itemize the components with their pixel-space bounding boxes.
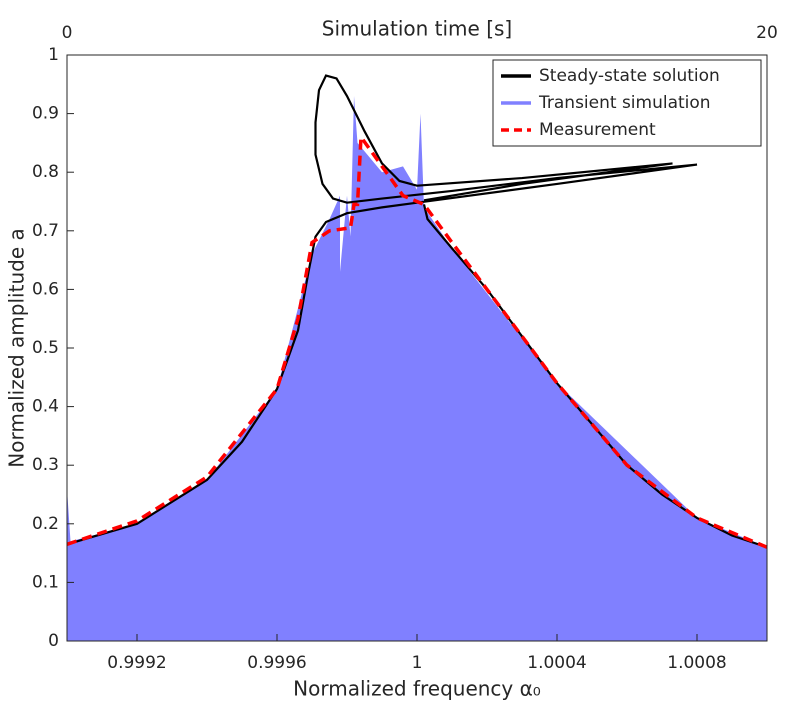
y-tick-label: 0 [48, 631, 59, 651]
y-tick-label: 0.8 [32, 162, 59, 182]
x-tick-label: 0.9992 [107, 653, 166, 673]
top-axis-title: Simulation time [s] [322, 17, 512, 41]
x2-tick-label: 20 [756, 23, 778, 43]
y-tick-label: 0.2 [32, 514, 59, 534]
y-tick-label: 0.6 [32, 279, 59, 299]
y-tick-label: 0.3 [32, 455, 59, 475]
x-axis-label: Normalized frequency α₀ [293, 677, 541, 701]
legend-label: Steady-state solution [539, 66, 720, 86]
y-tick-label: 0.4 [32, 397, 59, 417]
legend-label: Transient simulation [538, 93, 711, 113]
x-tick-label: 0.9996 [247, 653, 306, 673]
y-tick-label: 0.9 [32, 104, 59, 124]
y-tick-label: 0.5 [32, 338, 59, 358]
y-tick-label: 1 [48, 45, 59, 65]
x-tick-label: 1.0004 [527, 653, 586, 673]
line [66, 131, 768, 549]
y-axis-label: Normalized amplitude a [5, 228, 29, 467]
y-tick-label: 0.7 [32, 221, 59, 241]
area [67, 96, 767, 641]
x-tick-label: 1 [412, 653, 423, 673]
y-tick-label: 0.1 [32, 572, 59, 592]
legend-box [492, 59, 762, 147]
x-tick-label: 1.0008 [667, 653, 726, 673]
legend-label: Measurement [539, 120, 656, 140]
x2-tick-label: 0 [62, 23, 73, 43]
